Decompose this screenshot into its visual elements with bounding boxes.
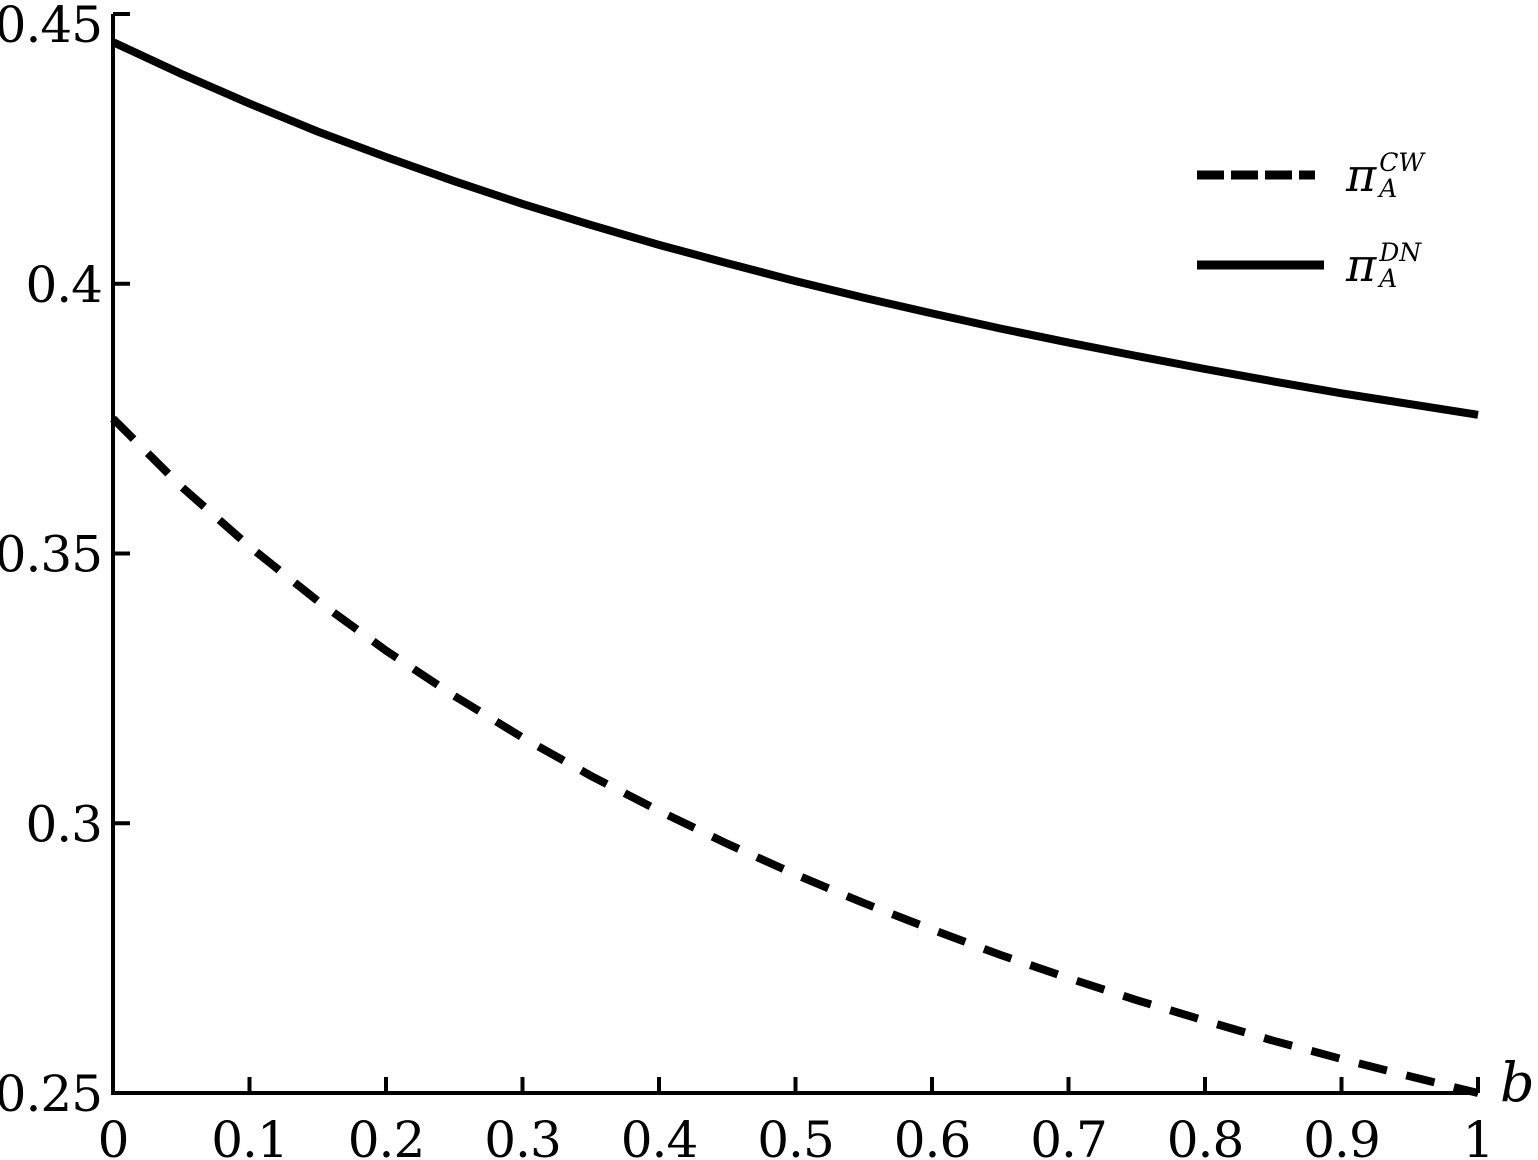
x-tick-label: 0.4 [621, 1111, 698, 1160]
subscript: A [1379, 174, 1398, 203]
pi-symbol: π [1346, 148, 1377, 202]
x-tick-label: 0.6 [894, 1111, 971, 1160]
x-tick-label: 0.9 [1303, 1111, 1380, 1160]
curve-pi_A_CW [110, 415, 1479, 1097]
legend-item-pi-dn: π DN A [1196, 220, 1421, 310]
x-tick-label: 0 [98, 1111, 129, 1160]
y-tick-label: 0.3 [25, 795, 102, 853]
curve-pi_A_DN [111, 38, 1479, 419]
x-tick-label: 0.8 [1167, 1111, 1244, 1160]
x-axis-title: b [1500, 1051, 1535, 1114]
y-tick-label: 0.45 [0, 0, 102, 54]
x-tick-label: 0.3 [484, 1111, 561, 1160]
x-tick-label: 0.5 [757, 1111, 834, 1160]
solid-line-sample [1197, 260, 1324, 270]
x-tick-label: 1 [1463, 1111, 1494, 1160]
y-tick-label: 0.4 [25, 256, 102, 314]
y-tick-label: 0.35 [0, 526, 102, 584]
legend-item-pi-cw: π CW A [1196, 130, 1424, 220]
dashed-line-sample [1197, 170, 1315, 180]
subscript: A [1379, 264, 1398, 293]
y-tick-label: 0.25 [0, 1065, 102, 1123]
pi-cw-scripts: CW A [1379, 147, 1425, 203]
x-tick-label: 0.7 [1030, 1111, 1107, 1160]
x-tick-label: 0.1 [211, 1111, 288, 1160]
pi-symbol: π [1346, 238, 1377, 292]
x-tick-label: 0.2 [348, 1111, 425, 1160]
pi-dn-scripts: DN A [1379, 237, 1422, 293]
superscript: DN [1379, 237, 1422, 267]
legend-label-pi-cw: π CW A [1346, 149, 1424, 202]
superscript: CW [1379, 147, 1425, 177]
legend-label-pi-dn: π DN A [1346, 239, 1421, 292]
